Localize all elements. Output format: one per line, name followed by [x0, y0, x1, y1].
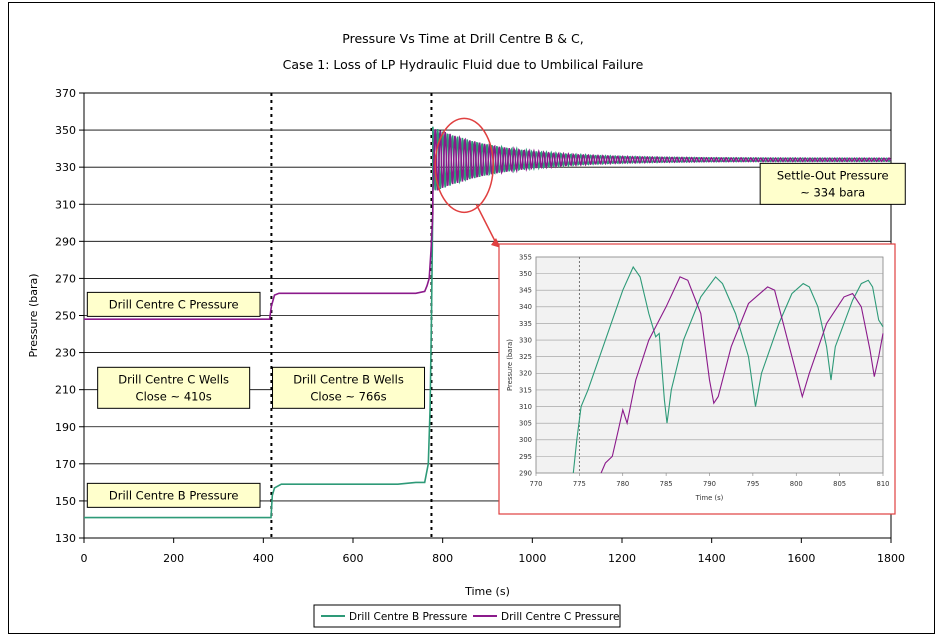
- annotation-box: Drill Centre B Wells Close ~ 766s: [272, 366, 426, 409]
- annotation-text: Close ~ 766s: [310, 389, 386, 403]
- x-tick-label: 1600: [787, 552, 815, 565]
- annotation-text: Close ~ 410s: [136, 389, 212, 403]
- x-tick-label: 0: [81, 552, 88, 565]
- y-tick-label: 230: [55, 347, 76, 360]
- inset-x-tick-label: 780: [616, 480, 629, 488]
- annotation-box: Drill Centre C Wells Close ~ 410s: [97, 366, 251, 409]
- pressure-chart: Pressure Vs Time at Drill Centre B & C, …: [27, 31, 906, 628]
- y-tick-label: 290: [55, 235, 76, 248]
- inset-x-tick-label: 785: [660, 480, 673, 488]
- inset-x-tick-label: 775: [573, 480, 586, 488]
- y-tick-label: 170: [55, 458, 76, 471]
- x-tick-label: 400: [253, 552, 274, 565]
- legend-label: Drill Centre C Pressure: [501, 611, 619, 623]
- inset-plot-area: [535, 256, 884, 474]
- annotation-bg: [97, 366, 251, 409]
- inset-y-tick-label: 320: [519, 370, 532, 378]
- inset-x-tick-label: 795: [746, 480, 759, 488]
- inset-x-tick-label: 810: [877, 480, 890, 488]
- inset-y-axis-label: Pressure (bara): [506, 339, 514, 391]
- annotation-text: Drill Centre B Wells: [293, 372, 404, 386]
- annotation-text: Drill Centre C Pressure: [109, 297, 239, 311]
- chart-title: Pressure Vs Time at Drill Centre B & C,: [342, 31, 583, 46]
- inset-x-tick-label: 770: [530, 480, 543, 488]
- annotation-bg: [86, 291, 261, 317]
- annotation-bg: [272, 366, 426, 409]
- y-tick-label: 150: [55, 495, 76, 508]
- inset-x-tick-label: 800: [790, 480, 803, 488]
- inset-y-tick-label: 300: [519, 436, 532, 444]
- legend: Drill Centre B Pressure Drill Centre C Pr…: [313, 604, 621, 628]
- y-tick-label: 210: [55, 384, 76, 397]
- inset-x-axis-label: Time (s): [695, 494, 724, 502]
- annotation-text: ~ 334 bara: [800, 185, 865, 199]
- inset-y-tick-label: 350: [519, 270, 532, 278]
- annotation-box: Settle-Out Pressure ~ 334 bara: [759, 162, 906, 205]
- inset-y-tick-label: 295: [519, 453, 532, 461]
- inset-y-tick-label: 355: [519, 253, 532, 261]
- annotation-text: Drill Centre B Pressure: [109, 488, 239, 502]
- annotation-box: Drill Centre C Pressure: [86, 291, 261, 317]
- inset-y-tick-label: 310: [519, 403, 532, 411]
- y-tick-label: 250: [55, 310, 76, 323]
- y-tick-label: 190: [55, 421, 76, 434]
- series-line: [84, 128, 892, 320]
- chart-frame: Pressure Vs Time at Drill Centre B & C, …: [8, 2, 935, 634]
- inset-y-tick-label: 305: [519, 420, 532, 428]
- inset-y-tick-label: 290: [519, 469, 532, 477]
- x-tick-label: 200: [163, 552, 184, 565]
- legend-label: Drill Centre B Pressure: [349, 611, 467, 623]
- inset-y-tick-label: 340: [519, 303, 532, 311]
- inset-x-tick-label: 790: [703, 480, 716, 488]
- inset-y-tick-label: 335: [519, 320, 532, 328]
- x-axis-label: Time (s): [464, 585, 510, 598]
- x-tick-label: 600: [343, 552, 364, 565]
- chart-subtitle: Case 1: Loss of LP Hydraulic Fluid due t…: [283, 57, 644, 72]
- inset-y-tick-label: 330: [519, 336, 532, 344]
- x-tick-label: 1800: [877, 552, 905, 565]
- annotation-bg: [759, 162, 906, 205]
- x-tick-label: 800: [432, 552, 453, 565]
- y-tick-label: 130: [55, 532, 76, 545]
- y-axis-label: Pressure (bara): [27, 273, 40, 357]
- y-tick-label: 330: [55, 161, 76, 174]
- legend-box: [313, 604, 621, 628]
- inset-y-tick-label: 325: [519, 353, 532, 361]
- inset-pointer: [475, 203, 498, 246]
- inset-series-line: [572, 265, 884, 474]
- inset-x-tick-label: 805: [833, 480, 846, 488]
- inset-y-tick-label: 345: [519, 287, 532, 295]
- inset-series-line: [600, 276, 884, 474]
- y-tick-label: 310: [55, 198, 76, 211]
- annotation-box: Drill Centre B Pressure: [86, 482, 261, 508]
- y-tick-label: 270: [55, 272, 76, 285]
- annotation-bg: [86, 482, 261, 508]
- y-tick-label: 370: [55, 87, 76, 100]
- annotation-text: Settle-Out Pressure: [777, 168, 889, 182]
- highlight-ellipse: [434, 117, 494, 214]
- x-tick-label: 1200: [608, 552, 636, 565]
- inset-y-tick-label: 315: [519, 386, 532, 394]
- y-tick-label: 350: [55, 124, 76, 137]
- annotation-text: Drill Centre C Wells: [118, 372, 229, 386]
- x-tick-label: 1400: [698, 552, 726, 565]
- x-tick-label: 1000: [518, 552, 546, 565]
